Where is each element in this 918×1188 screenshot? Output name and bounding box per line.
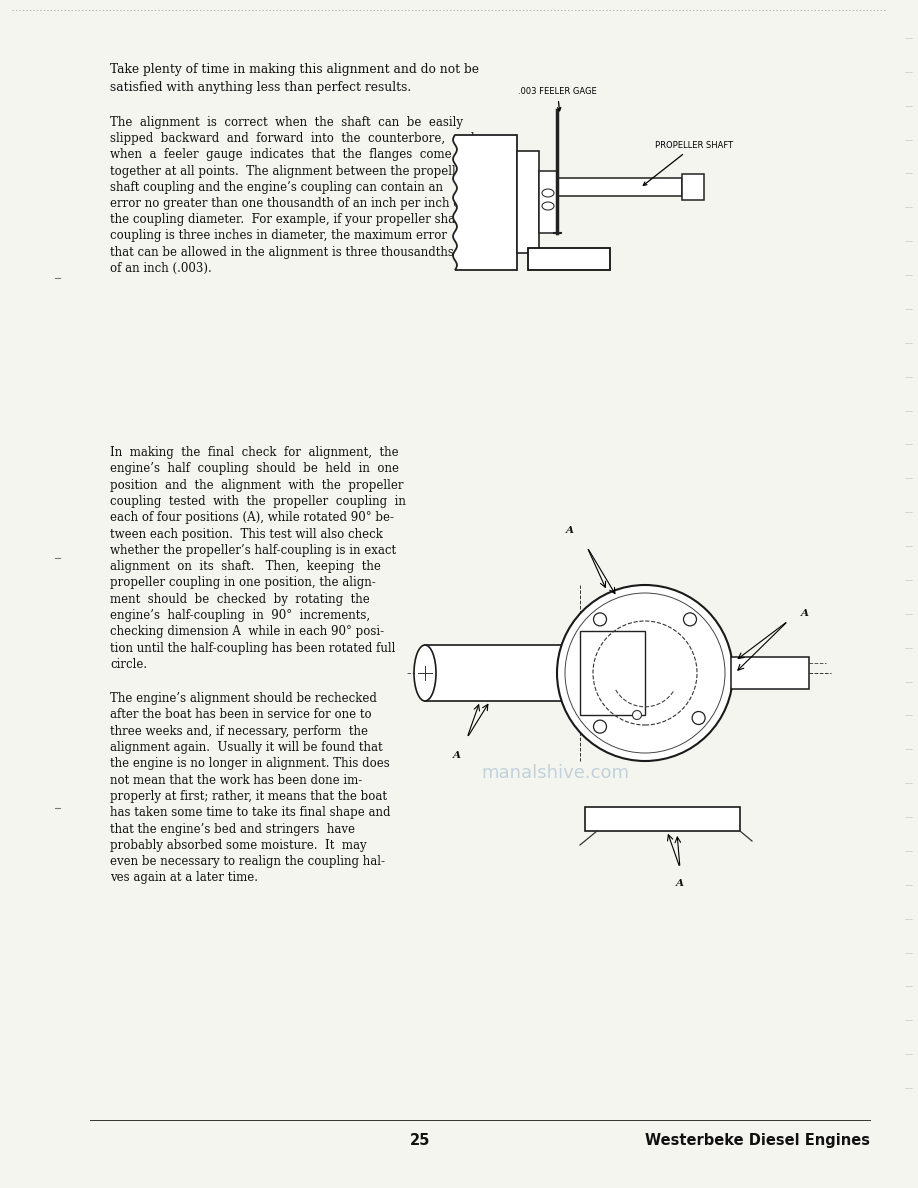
Text: A: A <box>453 751 461 759</box>
Text: each of four positions (A), while rotated 90° be-: each of four positions (A), while rotate… <box>110 511 394 524</box>
Text: not mean that the work has been done im-: not mean that the work has been done im- <box>110 773 363 786</box>
Text: A: A <box>676 878 684 887</box>
Text: 25: 25 <box>409 1133 431 1148</box>
Text: alignment  on  its  shaft.   Then,  keeping  the: alignment on its shaft. Then, keeping th… <box>110 560 381 573</box>
Text: coupling is three inches in diameter, the maximum error: coupling is three inches in diameter, th… <box>110 229 447 242</box>
Circle shape <box>633 710 642 720</box>
Text: three weeks and, if necessary, perform  the: three weeks and, if necessary, perform t… <box>110 725 368 738</box>
Circle shape <box>594 720 607 733</box>
Ellipse shape <box>542 189 554 197</box>
Bar <box>539 171 557 233</box>
Bar <box>682 173 704 200</box>
Text: ves again at a later time.: ves again at a later time. <box>110 872 258 885</box>
Text: checking dimension A  while in each 90° posi-: checking dimension A while in each 90° p… <box>110 625 384 638</box>
Text: probably absorbed some moisture.  It  may: probably absorbed some moisture. It may <box>110 839 366 852</box>
Text: properly at first; rather, it means that the boat: properly at first; rather, it means that… <box>110 790 387 803</box>
Bar <box>425 645 580 701</box>
Polygon shape <box>453 135 517 270</box>
Text: ment  should  be  checked  by  rotating  the: ment should be checked by rotating the <box>110 593 370 606</box>
Text: PROPELLER SHAFT: PROPELLER SHAFT <box>644 141 733 185</box>
Bar <box>517 151 539 253</box>
Text: The engine’s alignment should be rechecked: The engine’s alignment should be recheck… <box>110 693 377 706</box>
Text: after the boat has been in service for one to: after the boat has been in service for o… <box>110 708 372 721</box>
Text: alignment again.  Usually it will be found that: alignment again. Usually it will be foun… <box>110 741 383 754</box>
Text: even be necessary to realign the coupling hal-: even be necessary to realign the couplin… <box>110 855 385 868</box>
Text: coupling  tested  with  the  propeller  coupling  in: coupling tested with the propeller coupl… <box>110 495 406 508</box>
Text: the coupling diameter.  For example, if your propeller shaft: the coupling diameter. For example, if y… <box>110 213 464 226</box>
FancyBboxPatch shape <box>528 248 610 270</box>
Text: satisfied with anything less than perfect results.: satisfied with anything less than perfec… <box>110 81 411 94</box>
Text: tion until the half-coupling has been rotated full: tion until the half-coupling has been ro… <box>110 642 396 655</box>
Text: whether the propeller’s half-coupling is in exact: whether the propeller’s half-coupling is… <box>110 544 397 557</box>
Text: tween each position.  This test will also check: tween each position. This test will also… <box>110 527 383 541</box>
Text: error no greater than one thousandth of an inch per inch of: error no greater than one thousandth of … <box>110 197 465 210</box>
Text: .003 FEELER GAGE: .003 FEELER GAGE <box>518 87 597 110</box>
Text: that the engine’s bed and stringers  have: that the engine’s bed and stringers have <box>110 822 355 835</box>
Text: manalshive.com: manalshive.com <box>481 764 629 782</box>
Text: has taken some time to take its final shape and: has taken some time to take its final sh… <box>110 807 390 820</box>
Text: that can be allowed in the alignment is three thousandths: that can be allowed in the alignment is … <box>110 246 453 259</box>
Circle shape <box>692 712 705 725</box>
Bar <box>580 631 645 715</box>
Text: Take plenty of time in making this alignment and do not be: Take plenty of time in making this align… <box>110 63 479 76</box>
Text: In  making  the  final  check  for  alignment,  the: In making the final check for alignment,… <box>110 446 398 459</box>
Text: A: A <box>801 608 809 618</box>
Text: The  alignment  is  correct  when  the  shaft  can  be  easily: The alignment is correct when the shaft … <box>110 116 463 129</box>
Text: circle.: circle. <box>110 658 147 671</box>
Text: when  a  feeler  gauge  indicates  that  the  flanges  come: when a feeler gauge indicates that the f… <box>110 148 452 162</box>
Circle shape <box>557 584 733 762</box>
Text: shaft coupling and the engine’s coupling can contain an: shaft coupling and the engine’s coupling… <box>110 181 443 194</box>
Text: of an inch (.003).: of an inch (.003). <box>110 261 212 274</box>
Text: engine’s  half-coupling  in  90°  increments,: engine’s half-coupling in 90° increments… <box>110 609 370 623</box>
Text: A: A <box>566 525 574 535</box>
Text: together at all points.  The alignment between the propeller: together at all points. The alignment be… <box>110 165 468 177</box>
Text: the engine is no longer in alignment. This does: the engine is no longer in alignment. Th… <box>110 758 390 770</box>
Text: engine’s  half  coupling  should  be  held  in  one: engine’s half coupling should be held in… <box>110 462 399 475</box>
Bar <box>557 178 682 196</box>
Ellipse shape <box>542 202 554 210</box>
Text: slipped  backward  and  forward  into  the  counterbore,  and: slipped backward and forward into the co… <box>110 132 475 145</box>
FancyBboxPatch shape <box>585 807 740 830</box>
Text: STRAIGHT EDGE: STRAIGHT EDGE <box>534 253 604 261</box>
Text: Westerbeke Diesel Engines: Westerbeke Diesel Engines <box>645 1133 870 1148</box>
Text: propeller coupling in one position, the align-: propeller coupling in one position, the … <box>110 576 375 589</box>
Text: position  and  the  alignment  with  the  propeller: position and the alignment with the prop… <box>110 479 404 492</box>
Circle shape <box>594 613 607 626</box>
Circle shape <box>684 613 697 626</box>
Bar <box>731 657 809 689</box>
Ellipse shape <box>414 645 436 701</box>
